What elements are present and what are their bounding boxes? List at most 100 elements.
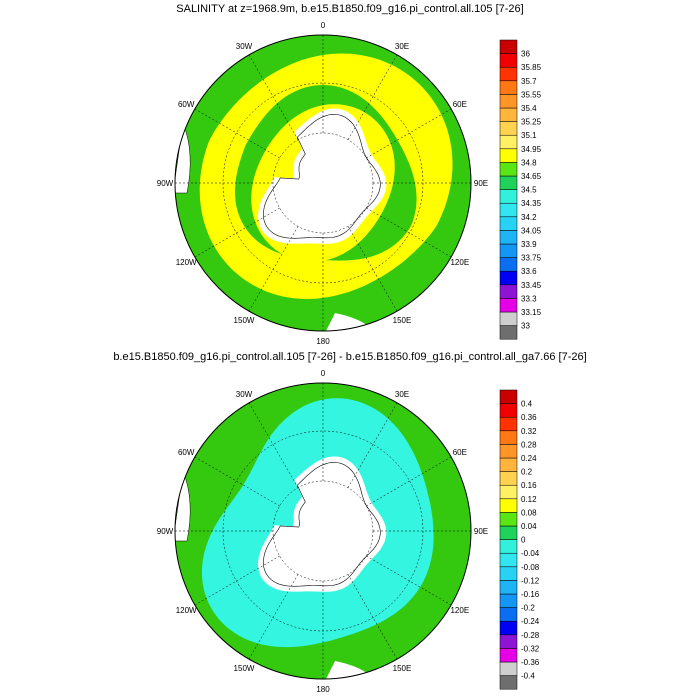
continent-fragment — [175, 122, 191, 194]
colorbar-label: -0.28 — [521, 631, 540, 640]
colorbar-box — [499, 80, 518, 95]
longitude-label: 30W — [236, 390, 253, 399]
colorbar-box — [499, 284, 518, 299]
colorbar-box — [499, 189, 518, 204]
colorbar-label: 34.35 — [521, 199, 542, 208]
longitude-label: 60E — [453, 448, 467, 457]
longitude-line — [347, 54, 398, 140]
longitude-label: 90W — [157, 527, 174, 536]
colorbar-box — [499, 566, 518, 581]
colorbar-label: 0.2 — [521, 468, 533, 477]
colorbar-box — [499, 539, 518, 554]
longitude-line — [347, 574, 398, 660]
colorbar-box — [499, 298, 518, 313]
colorbar-label: -0.08 — [521, 563, 540, 572]
colorbar-label: -0.24 — [521, 617, 540, 626]
colorbar-box — [499, 243, 518, 258]
colorbar-label: 34.65 — [521, 172, 542, 181]
longitude-line — [366, 456, 452, 507]
longitude-label: 180 — [316, 685, 330, 694]
colorbar-box — [499, 580, 518, 595]
colorbar-box — [499, 552, 518, 568]
colorbar-label: 34.95 — [521, 145, 542, 154]
colorbar-label: -0.16 — [521, 590, 540, 599]
colorbar-box — [499, 94, 518, 109]
colorbar-label: 33.6 — [521, 267, 537, 276]
colorbar-box — [499, 230, 518, 245]
polar-map-panel: 0 30E 60E 90E 120E 150E 180 150W 120W 90W 60W 30W — [157, 21, 488, 346]
colorbar-label: 35.55 — [521, 90, 542, 99]
longitude-line — [347, 226, 398, 312]
colorbar-box — [499, 430, 518, 445]
colorbar-label: -0.36 — [521, 658, 540, 667]
longitude-label: 120W — [176, 258, 197, 267]
colorbar-box — [499, 121, 518, 136]
colorbar-label: 0.28 — [521, 440, 537, 449]
longitude-line — [194, 456, 280, 507]
colorbar-label: -0.04 — [521, 549, 540, 558]
colorbar-box — [499, 525, 518, 540]
colorbar-label: 35.85 — [521, 63, 542, 72]
colorbar-box — [499, 661, 518, 676]
colorbar-box — [499, 498, 518, 513]
longitude-label: 150E — [393, 664, 412, 673]
colorbar-box — [499, 675, 518, 690]
colorbar-label: 0 — [521, 536, 526, 545]
colorbar-box — [499, 216, 518, 231]
panel-title-difference: b.e15.B1850.f09_g16.pi_control.all.105 [… — [113, 351, 587, 363]
colorbar: -0.4 -0.36 -0.32 -0.28 -0.24 -0.2 -0.16 -0.12 -0… — [499, 389, 540, 690]
colorbar-box — [499, 648, 518, 663]
longitude-line — [248, 574, 299, 660]
longitude-label: 120W — [176, 606, 197, 615]
longitude-label: 180 — [316, 337, 330, 346]
colorbar-box — [499, 311, 518, 326]
colorbar-box — [499, 512, 518, 527]
colorbar-label: 33.15 — [521, 308, 542, 317]
longitude-label: 150W — [234, 664, 255, 673]
longitude-label: 90E — [474, 527, 488, 536]
colorbar-box — [499, 162, 518, 177]
colorbar-box — [499, 457, 518, 472]
colorbar-box — [499, 148, 518, 163]
colorbar-box — [499, 257, 518, 272]
colorbar-label: 35.25 — [521, 118, 542, 127]
longitude-label: 30W — [236, 42, 253, 51]
colorbar-box — [499, 270, 518, 286]
panel-title-salinity: SALINITY at z=1968.9m, b.e15.B1850.f09_g… — [176, 3, 524, 15]
longitude-label: 30E — [395, 42, 409, 51]
colorbar-label: -0.12 — [521, 576, 540, 585]
longitude-line — [366, 555, 452, 606]
colorbar-label: 35.7 — [521, 77, 537, 86]
colorbar-label: 36 — [521, 50, 530, 59]
colorbar-box — [499, 134, 518, 150]
colorbar-label: 0.12 — [521, 495, 537, 504]
map-border — [174, 382, 472, 680]
colorbar-label: 33.45 — [521, 281, 542, 290]
colorbar-label: 35.1 — [521, 131, 537, 140]
longitude-line — [366, 207, 452, 258]
colorbar-label: -0.2 — [521, 604, 535, 613]
longitude-label: 150W — [234, 316, 255, 325]
longitude-line — [366, 108, 452, 159]
polar-map-panel: 0 30E 60E 90E 120E 150E 180 150W 120W 90W 60W 30W — [157, 369, 488, 694]
colorbar: 33 33.15 33.3 33.45 33.6 33.75 33.9 34.05 34.2 34… — [499, 39, 542, 340]
longitude-label: 120E — [450, 606, 469, 615]
colorbar-box — [499, 471, 518, 486]
colorbar-box — [499, 107, 518, 122]
colorbar-label: 34.8 — [521, 158, 537, 167]
longitude-line — [248, 226, 299, 312]
longitude-line — [194, 207, 280, 258]
colorbar-label: 33.75 — [521, 254, 542, 263]
colorbar-label: 0.16 — [521, 481, 537, 490]
longitude-label: 90E — [474, 179, 488, 188]
colorbar-box — [499, 634, 518, 649]
longitude-label: 60W — [178, 100, 195, 109]
longitude-label: 30E — [395, 390, 409, 399]
colorbar-label: 0.24 — [521, 454, 537, 463]
colorbar-box — [499, 39, 518, 54]
colorbar-box — [499, 620, 518, 636]
longitude-label: 60W — [178, 448, 195, 457]
colorbar-box — [499, 444, 518, 459]
colorbar-label: 33 — [521, 322, 530, 331]
